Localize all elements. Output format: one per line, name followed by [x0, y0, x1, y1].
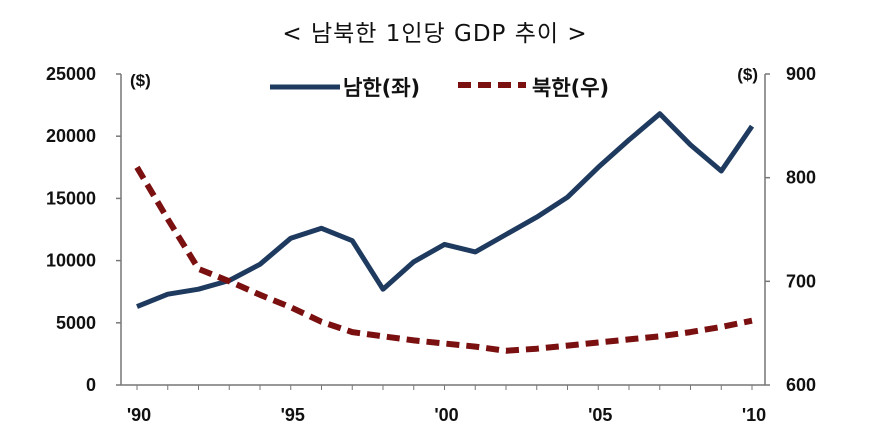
left-tick-label: 25000: [46, 64, 96, 84]
left-tick-label: 10000: [46, 251, 96, 271]
left-tick-label: 15000: [46, 188, 96, 208]
x-tick-label: '05: [588, 405, 612, 425]
legend-label-north-korea: 북한(우): [532, 76, 609, 100]
series-line-south-korea: [136, 111, 755, 309]
left-tick-label: 0: [86, 375, 96, 395]
legend-label-south-korea: 남한(좌): [343, 76, 420, 100]
x-tick-label: '10: [742, 405, 766, 425]
left-unit-label: ($): [130, 71, 151, 90]
right-tick-label: 700: [786, 271, 816, 291]
right-tick-label: 900: [786, 64, 816, 84]
legend: 남한(좌) 북한(우): [270, 76, 609, 100]
series-lines: [134, 111, 755, 354]
left-tick-label: 5000: [56, 313, 96, 333]
x-tick-label: '95: [281, 405, 305, 425]
right-tick-label: 600: [786, 375, 816, 395]
x-tick-label: '90: [127, 405, 151, 425]
axes: 0 5000 10000 15000 20000 25000 600 700 800 900 '90…: [46, 64, 816, 425]
chart-title: < 남북한 1인당 GDP 추이 >: [282, 21, 588, 47]
right-tick-label: 800: [786, 168, 816, 188]
series-line-north-korea: [134, 165, 753, 354]
right-unit-label: ($): [737, 65, 758, 84]
x-tick-label: '00: [434, 405, 458, 425]
left-tick-label: 20000: [46, 126, 96, 146]
